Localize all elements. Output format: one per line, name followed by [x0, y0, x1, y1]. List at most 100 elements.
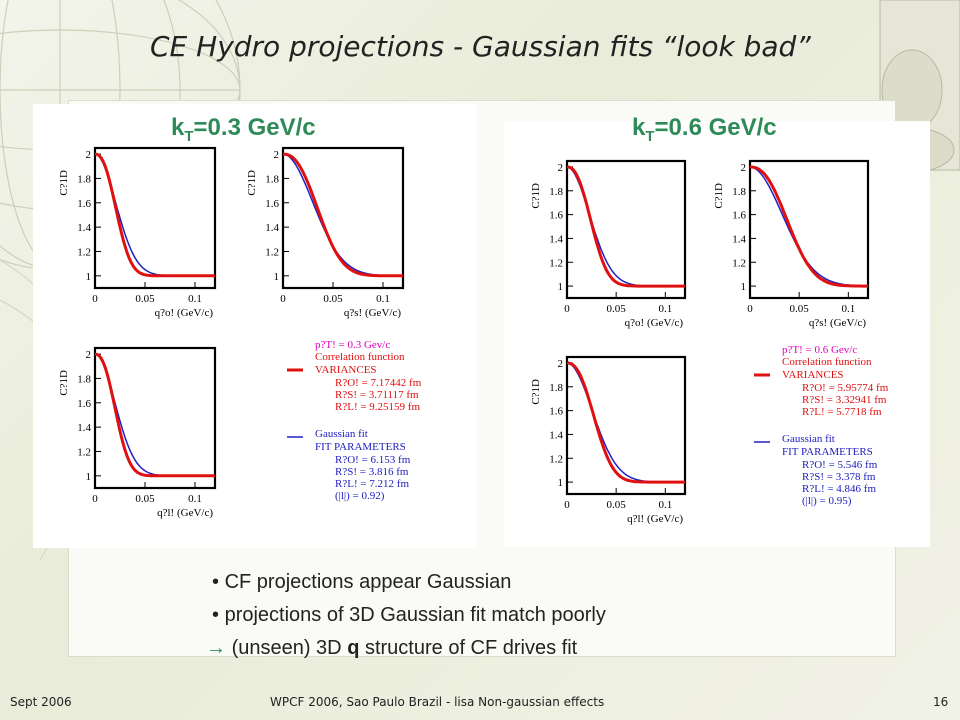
kt-label-sub: T	[645, 127, 655, 145]
legend-fit-parameters-title: FIT PARAMETERS	[315, 441, 406, 453]
bullet-text: projections of 3D Gaussian fit match poo…	[224, 604, 606, 626]
series-line-correlation-function	[94, 352, 215, 478]
kt-label-rest: =0.3 GeV/c	[193, 114, 316, 141]
legend-fit-value: R?S! = 3.378 fm	[802, 471, 876, 483]
legend-label-gaussian-fit: Gaussian fit	[782, 433, 835, 445]
legend-variance-value: R?S! = 3.71117 fm	[335, 389, 419, 401]
series-line-gaussian-fit	[566, 362, 685, 483]
y-tick-label: 1.6	[549, 210, 563, 222]
x-tick-label: 0	[280, 293, 286, 305]
y-tick-label: 2	[86, 149, 92, 161]
legend-header: p?T! = 0.3 Gev/c	[315, 339, 390, 351]
y-tick-label: 1.2	[265, 246, 279, 258]
y-tick-label: 1.4	[549, 429, 563, 441]
kt-label-base: k	[632, 114, 646, 141]
y-tick-label: 1.2	[77, 446, 91, 458]
arrow-icon: →	[206, 637, 226, 659]
footer-date: Sept 2006	[10, 695, 72, 709]
y-axis-label: C?1D	[530, 183, 542, 209]
plot-frame	[93, 146, 217, 290]
y-axis-label: C?1D	[713, 183, 725, 209]
y-tick-label: 1	[86, 471, 92, 483]
subplot-1: 2 1.8 1.6 1.4 1.2 10 0.05 0.1 q?s! (GeV/c) C?1D	[246, 146, 405, 319]
x-axis-label: q?s! (GeV/c)	[344, 307, 401, 319]
bullet-marker: •	[212, 604, 220, 626]
y-tick-label: 1.6	[732, 210, 746, 222]
y-tick-label: 2	[558, 162, 564, 174]
bullet-list: • CF projections appear Gaussian • proje…	[206, 566, 872, 665]
y-tick-label: 2	[558, 358, 564, 370]
y-tick-label: 1	[86, 271, 92, 283]
x-tick-label: 0.05	[135, 293, 155, 305]
y-axis-label: C?1D	[58, 170, 70, 196]
chart-panel-kt-0.3: kT=0.3 GeV/c 2 1.8 1.6 1.4 1.2 1 0 0.05 0.1 q?o! …	[33, 104, 476, 548]
series-line-correlation-function	[566, 165, 685, 288]
y-tick-label: 1.4	[732, 233, 746, 245]
y-tick-label: 2	[741, 162, 747, 174]
x-tick-label: 0.05	[135, 493, 155, 505]
y-tick-label: 2	[86, 349, 92, 361]
slide-title: CE Hydro projections - Gaussian fits “lo…	[150, 30, 811, 63]
y-tick-label: 1.6	[265, 198, 279, 210]
arrow-item: → (unseen) 3D q structure of CF drives f…	[206, 632, 872, 665]
y-tick-label: 1	[558, 477, 564, 489]
x-tick-label: 0	[92, 293, 98, 305]
plot-frame	[565, 159, 687, 300]
series-line-gaussian-fit	[94, 353, 215, 477]
y-axis-label: C?1D	[246, 170, 258, 196]
arrow-text-post: structure of CF drives fit	[359, 637, 578, 659]
x-axis-label: q?l! (GeV/c)	[627, 513, 683, 525]
y-tick-label: 1.8	[265, 173, 279, 185]
y-tick-label: 1.4	[549, 233, 563, 245]
legend-fit-value: (|l|) = 0.95)	[802, 495, 852, 507]
legend-variances-title: VARIANCES	[315, 364, 377, 376]
series-line-correlation-function	[750, 165, 868, 288]
x-tick-label: 0.1	[841, 303, 855, 315]
arrow-text-pre: (unseen) 3D	[231, 637, 348, 659]
y-tick-label: 1.8	[77, 173, 91, 185]
bullet-item: • CF projections appear Gaussian	[212, 566, 872, 599]
x-tick-label: 0.05	[607, 303, 627, 315]
y-tick-label: 1.8	[549, 186, 563, 198]
y-axis-label: C?1D	[58, 370, 70, 396]
kt-label-0.6: kT=0.6 GeV/c	[632, 114, 777, 145]
legend-label-correlation-function: Correlation function	[782, 356, 872, 368]
legend-variance-value: R?S! = 3.32941 fm	[802, 394, 887, 406]
bullet-marker: •	[212, 571, 220, 593]
y-tick-label: 1.6	[77, 398, 91, 410]
x-tick-label: 0	[564, 499, 570, 511]
series-line-gaussian-fit	[282, 153, 403, 277]
legend-fit-value: R?O! = 6.153 fm	[335, 454, 411, 466]
y-tick-label: 1.2	[732, 257, 746, 269]
x-axis-label: q?l! (GeV/c)	[157, 507, 213, 519]
y-tick-label: 1.2	[549, 257, 563, 269]
chart-panel-kt-0.6: kT=0.6 GeV/c 2 1.8 1.6 1.4 1.2 1 0 0.05 0.1 q?o! …	[504, 114, 930, 547]
x-tick-label: 0.1	[658, 303, 672, 315]
y-tick-label: 1.8	[732, 186, 746, 198]
x-axis-label: q?o! (GeV/c)	[155, 307, 214, 319]
kt-label-rest: =0.6 GeV/c	[654, 114, 777, 141]
legend-variance-value: R?O! = 5.95774 fm	[802, 382, 889, 394]
legend-fit-value: R?L! = 7.212 fm	[335, 478, 409, 490]
x-tick-label: 0	[747, 303, 753, 315]
footer-center: WPCF 2006, Sao Paulo Brazil - lisa Non-g…	[270, 695, 605, 709]
y-tick-label: 1	[741, 281, 747, 293]
legend-label-correlation-function: Correlation function	[315, 351, 405, 363]
x-tick-label: 0	[92, 493, 98, 505]
legend-variances-title: VARIANCES	[782, 369, 844, 381]
series-line-correlation-function	[282, 152, 403, 278]
subplot-1: 2 1.8 1.6 1.4 1.2 10 0.05 0.1 q?s! (GeV/c) C?1D	[713, 159, 870, 329]
legend-fit-parameters-title: FIT PARAMETERS	[782, 446, 873, 458]
y-tick-label: 1.2	[77, 246, 91, 258]
x-tick-label: 0.1	[658, 499, 672, 511]
y-tick-label: 1	[274, 271, 280, 283]
x-tick-label: 0.1	[188, 293, 202, 305]
x-tick-label: 0.05	[607, 499, 627, 511]
y-tick-label: 1.8	[549, 382, 563, 394]
y-tick-label: 1	[558, 281, 564, 293]
x-tick-label: 0.1	[376, 293, 390, 305]
plot-frame	[281, 146, 405, 290]
series-line-gaussian-fit	[566, 166, 685, 287]
legend-label-gaussian-fit: Gaussian fit	[315, 428, 368, 440]
